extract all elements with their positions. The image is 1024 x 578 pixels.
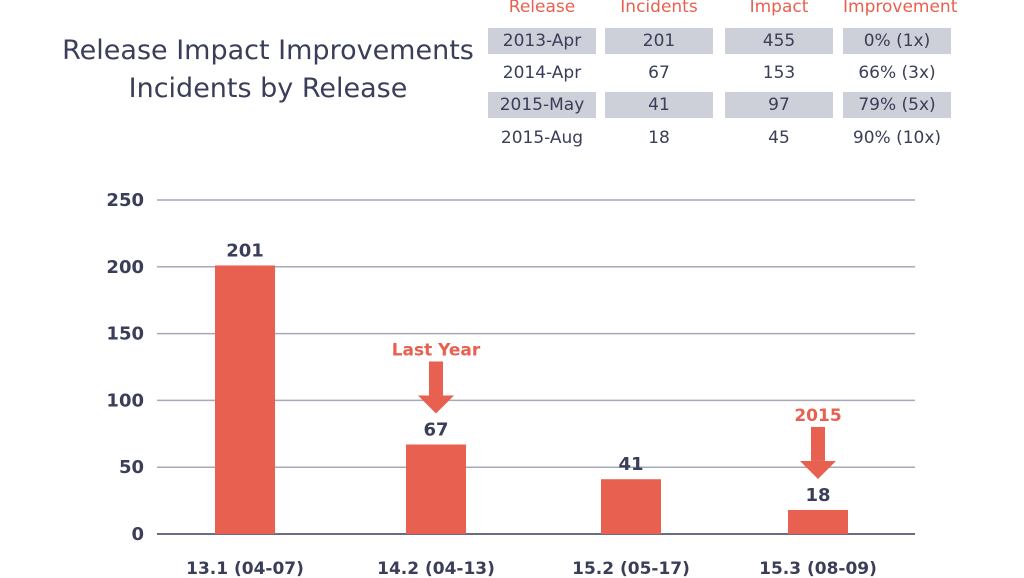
table-cell-incidents: 18 — [648, 128, 670, 148]
table-cell-incidents: 201 — [605, 28, 713, 54]
table-cell-improvement: 79% (5x) — [843, 92, 951, 118]
bar-2 — [406, 444, 466, 534]
y-tick-label: 50 — [119, 457, 144, 478]
data-label: 67 — [423, 419, 448, 440]
annotation-label: Last Year — [392, 340, 481, 360]
annotation-arrow-shaft — [429, 361, 443, 396]
x-category-label: 15.2 (05-17) — [572, 559, 690, 578]
bar-4 — [788, 509, 848, 534]
bar-1 — [215, 265, 275, 534]
annotation-arrow-shaft — [811, 426, 825, 461]
y-tick-label: 100 — [106, 390, 144, 411]
sub-title: Incidents by Release — [128, 73, 408, 104]
annotation-arrow-head — [800, 460, 836, 479]
y-tick-label: 250 — [106, 190, 144, 211]
table-header-incidents: Incidents — [620, 0, 698, 17]
chart-title-block: Release Impact Improvements Incidents by… — [40, 32, 496, 108]
table-cell-impact: 97 — [725, 92, 833, 118]
table-cell-impact: 153 — [762, 63, 796, 83]
table-cell-release: 2014-Apr — [502, 63, 582, 83]
table-header-improvement: Improvement — [843, 0, 958, 17]
table-header-impact: Impact — [749, 0, 809, 17]
annotation-label: 2015 — [794, 406, 841, 426]
data-label: 201 — [226, 240, 264, 261]
main-title: Release Impact Improvements — [62, 35, 474, 66]
table-cell-improvement: 66% (3x) — [858, 63, 936, 83]
table-cell-improvement: 0% (1x) — [843, 28, 951, 54]
x-category-label: 15.3 (08-09) — [759, 559, 877, 578]
table-cell-improvement: 90% (10x) — [852, 128, 942, 148]
table-cell-impact: 455 — [725, 28, 833, 54]
bar-3 — [601, 479, 661, 534]
table-header-release: Release — [508, 0, 576, 17]
table-cell-incidents: 67 — [648, 63, 670, 83]
y-tick-label: 150 — [106, 324, 144, 345]
table-cell-release: 2015-Aug — [500, 128, 584, 148]
annotation-arrow-head — [418, 395, 454, 414]
x-category-label: 13.1 (04-07) — [186, 559, 304, 578]
x-category-label: 14.2 (04-13) — [377, 559, 495, 578]
improvement-table: Release Incidents Impact Improvement 2013-Ap… — [480, 0, 960, 160]
data-label: 18 — [805, 485, 830, 506]
y-tick-label: 0 — [131, 524, 144, 545]
table-cell-release: 2013-Apr — [488, 28, 596, 54]
table-cell-incidents: 41 — [605, 92, 713, 118]
table-cell-impact: 45 — [768, 128, 790, 148]
table-cell-release: 2015-May — [488, 92, 596, 118]
data-label: 41 — [618, 454, 643, 475]
y-tick-label: 200 — [106, 257, 144, 278]
